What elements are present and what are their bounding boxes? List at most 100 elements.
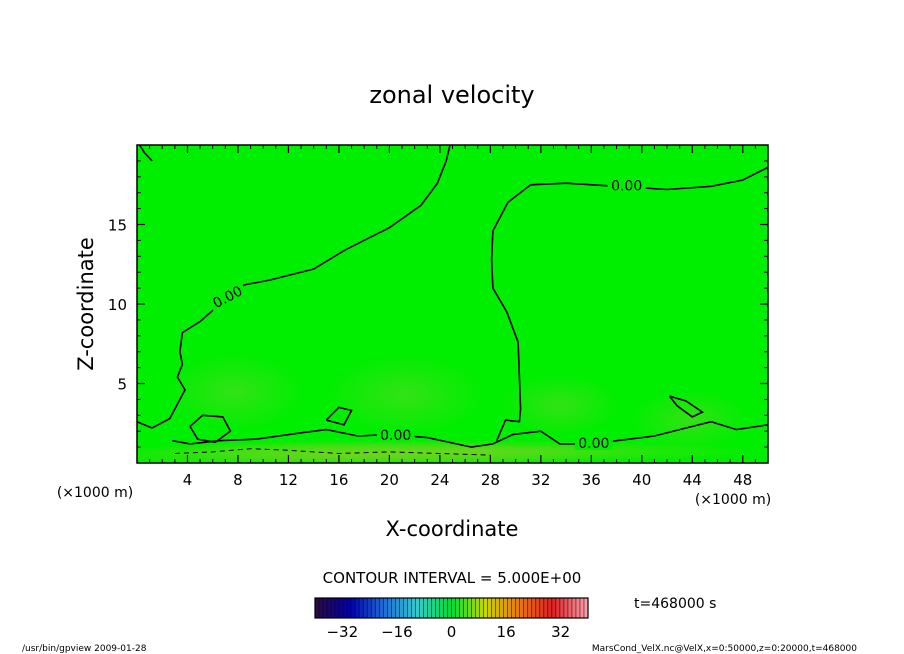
colorbar-cell (467, 598, 472, 618)
colorbar-cell (407, 598, 412, 618)
colorbar-cell (507, 598, 512, 618)
colorbar-cell (571, 598, 577, 618)
colorbar-cell (511, 598, 516, 618)
colorbar-cell (331, 598, 336, 618)
contour-line (325, 406, 353, 426)
colorbar-cell (503, 598, 508, 618)
y-tick-label: 10 (108, 296, 127, 314)
colorbar-frame (314, 597, 589, 619)
colorbar-ticks: −32 −16 0 16 32 (326, 623, 570, 641)
colorbar-cell (367, 598, 372, 618)
colorbar-cell (427, 598, 432, 618)
colorbar-tick-label: −32 (326, 623, 358, 641)
colorbar-cell (411, 598, 416, 618)
x-tick-label: 48 (733, 471, 752, 489)
colorbar-cell (347, 598, 352, 618)
colorbar-cell (423, 598, 428, 618)
x-axis-label: X-coordinate (386, 517, 519, 541)
colorbar-tick-label: 32 (551, 623, 570, 641)
colorbar-cell (335, 598, 340, 618)
colorbar-cell (319, 598, 324, 618)
colorbar-cell (359, 598, 364, 618)
contour-label: 0.00 (607, 177, 646, 194)
colorbar-cell (579, 598, 585, 618)
y-tick-label: 5 (117, 376, 127, 394)
x-tick-label: 32 (531, 471, 550, 489)
footer-source: MarsCond_VelX.nc@VelX,x=0:50000,z=0:2000… (592, 644, 857, 654)
colorbar-cell (539, 598, 545, 618)
colorbar-cell (583, 598, 589, 618)
colorbar-cell (475, 598, 480, 618)
contour-label: 0.00 (574, 434, 613, 452)
x-tick-label: 24 (430, 471, 449, 489)
colorbar (314, 597, 589, 619)
colorbar-cell (527, 598, 532, 618)
colorbar-cell (575, 598, 581, 618)
contour-line (668, 395, 705, 418)
contour-label: 0.00 (376, 426, 415, 444)
colorbar-cell (551, 598, 557, 618)
colorbar-cell (559, 598, 565, 618)
x-tick-label: 36 (582, 471, 601, 489)
colorbar-cell (531, 598, 536, 618)
x-axis-ticks: 4 8 12 16 20 24 28 32 36 40 44 48 (149, 145, 756, 489)
x-tick-label: 20 (380, 471, 399, 489)
x-tick-label: 44 (683, 471, 702, 489)
colorbar-cell (403, 598, 408, 618)
colorbar-cell (491, 598, 496, 618)
colorbar-cell (371, 598, 376, 618)
colorbar-cell (379, 598, 384, 618)
colorbar-cell (415, 598, 420, 618)
colorbar-cell (455, 598, 460, 618)
colorbar-cell (519, 598, 524, 618)
time-label: t=468000 s (634, 596, 716, 612)
colorbar-cell (543, 598, 549, 618)
x-tick-label: 8 (233, 471, 243, 489)
colorbar-tick-label: −16 (381, 623, 413, 641)
negative-contour-line (174, 448, 491, 456)
colorbar-cell (351, 598, 356, 618)
colorbar-cell (375, 598, 380, 618)
y-axis-ticks: 5 10 15 (108, 160, 768, 448)
colorbar-cell (547, 598, 553, 618)
colorbar-cell (343, 598, 348, 618)
colorbar-cell (447, 598, 452, 618)
colorbar-cell (451, 598, 456, 618)
contour-line (189, 414, 232, 444)
colorbar-cell (463, 598, 468, 618)
colorbar-cell (471, 598, 476, 618)
colorbar-cell (479, 598, 484, 618)
colorbar-cell (399, 598, 404, 618)
colorbar-cell (459, 598, 464, 618)
x-tick-label: 28 (481, 471, 500, 489)
chart-title: zonal velocity (369, 81, 534, 109)
x-unit-left: (×1000 m) (57, 485, 133, 501)
contour-label-text: 0.00 (380, 428, 411, 444)
colorbar-cell (555, 598, 561, 618)
x-tick-label: 40 (632, 471, 651, 489)
colorbar-cell (431, 598, 436, 618)
contour-interval: CONTOUR INTERVAL = 5.000E+00 (323, 569, 582, 587)
colorbar-cell (443, 598, 448, 618)
colorbar-cell (495, 598, 500, 618)
x-tick-label: 12 (279, 471, 298, 489)
contour-line (490, 166, 768, 442)
colorbar-tick-label: 0 (447, 623, 457, 641)
colorbar-cell (435, 598, 440, 618)
colorbar-cell (327, 598, 332, 618)
contour-label-text: 0.00 (578, 436, 609, 452)
colorbar-cell (339, 598, 344, 618)
field-shading (137, 354, 768, 463)
colorbar-cell (439, 598, 444, 618)
x-tick-label: 16 (329, 471, 348, 489)
colorbar-cell (563, 598, 569, 618)
colorbar-cell (487, 598, 492, 618)
x-tick-label: 4 (183, 471, 193, 489)
colorbar-cell (567, 598, 573, 618)
colorbar-cell (323, 598, 328, 618)
x-unit-right: (×1000 m) (695, 492, 771, 508)
colorbar-cell (391, 598, 396, 618)
colorbar-cell (383, 598, 388, 618)
y-axis-label: Z-coordinate (74, 237, 98, 371)
